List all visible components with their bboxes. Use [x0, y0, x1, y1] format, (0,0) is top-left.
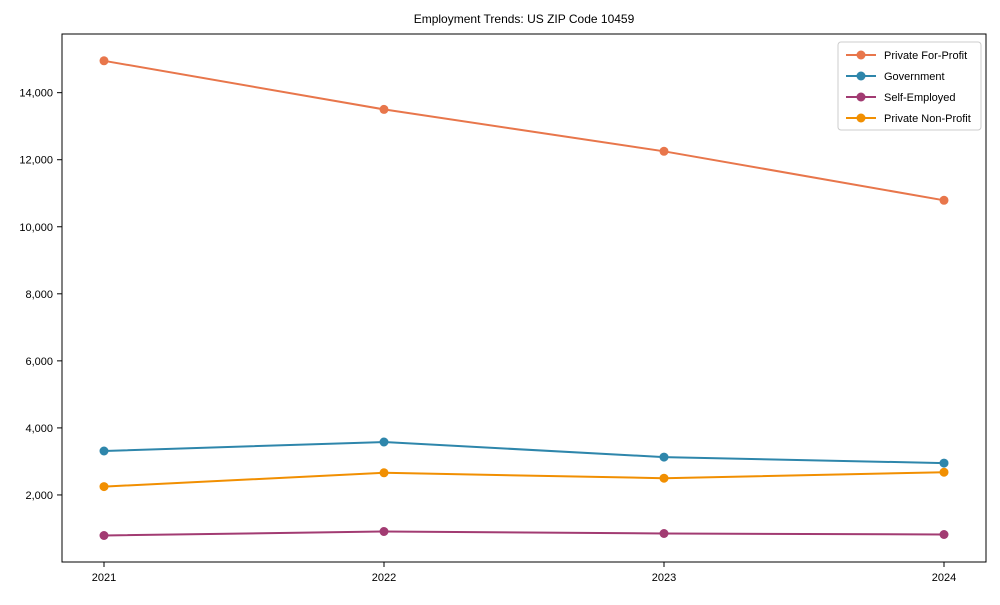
legend-label-self-employed: Self-Employed [884, 92, 956, 104]
data-point-private-for-profit [659, 146, 669, 156]
data-point-government [939, 458, 949, 468]
data-point-government [659, 452, 669, 462]
legend-marker-private-for-profit [856, 50, 866, 60]
data-point-private-non-profit [379, 468, 389, 478]
data-point-government [99, 446, 109, 456]
plot-border [61, 33, 987, 563]
y-tick-label: 12,000 [19, 155, 53, 167]
legend-marker-private-non-profit [856, 113, 866, 123]
data-point-self-employed [659, 529, 669, 538]
data-point-private-for-profit [939, 195, 949, 205]
series-line-private-non-profit [103, 471, 945, 488]
series-line-self-employed [103, 530, 945, 537]
x-tick-label: 2022 [372, 572, 396, 584]
series-line-private-for-profit [103, 59, 945, 202]
data-point-self-employed [939, 530, 949, 539]
y-tick-label: 4,000 [25, 423, 53, 435]
data-point-self-employed [379, 527, 389, 536]
data-point-private-non-profit [939, 467, 949, 477]
series-layer [99, 56, 949, 540]
chart-title: Employment Trends: US ZIP Code 10459 [414, 12, 635, 26]
y-tick-label: 10,000 [19, 222, 53, 234]
x-tick-label: 2023 [652, 572, 676, 584]
y-tick-label: 6,000 [25, 356, 53, 368]
legend-label-private-for-profit: Private For-Profit [884, 50, 967, 62]
y-tick-label: 2,000 [25, 490, 53, 502]
legend-label-government: Government [884, 71, 945, 83]
y-tick-label: 14,000 [19, 88, 53, 100]
legend-marker-government [856, 71, 866, 81]
data-point-private-for-profit [379, 104, 389, 114]
y-tick-label: 8,000 [25, 289, 53, 301]
data-point-self-employed [99, 531, 109, 540]
data-point-government [379, 437, 389, 447]
legend-marker-self-employed [856, 92, 866, 102]
legend: Private For-Profit Government Self-Employe… [837, 41, 982, 131]
legend-box [837, 41, 982, 131]
legend-label-private-non-profit: Private Non-Profit [884, 113, 971, 125]
series-line-government [103, 440, 945, 465]
data-point-private-for-profit [99, 56, 109, 66]
data-point-private-non-profit [99, 482, 109, 492]
axes-layer: 2,000 4,000 6,000 8,000 10,000 12,000 14,000 20… [19, 88, 956, 584]
data-point-private-non-profit [659, 473, 669, 483]
x-tick-label: 2021 [92, 572, 116, 584]
x-tick-label: 2024 [932, 572, 956, 584]
